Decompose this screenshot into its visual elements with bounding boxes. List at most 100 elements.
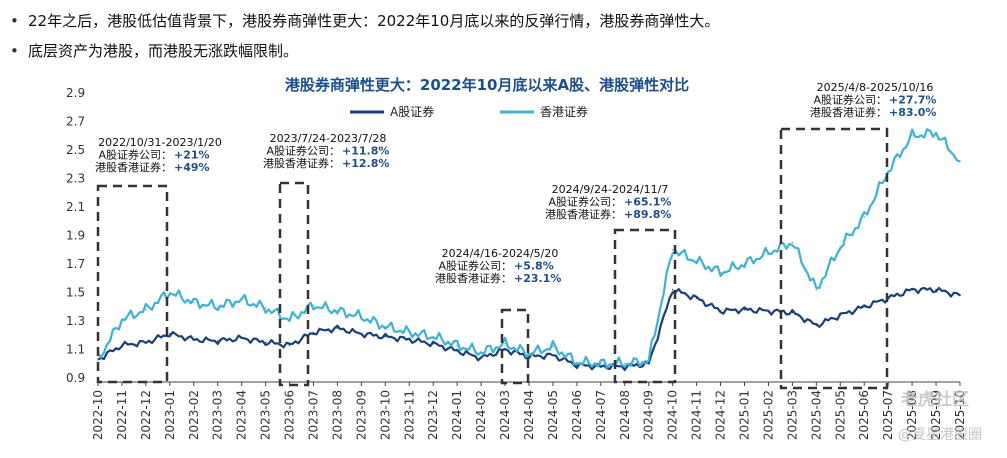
annotation-a-label: A股证券公司： xyxy=(813,93,887,107)
series-point xyxy=(695,260,698,262)
annotation-a-value: +27.7% xyxy=(889,94,936,107)
annotation-period: 2025/4/8-2025/10/16 xyxy=(817,81,934,94)
series-point xyxy=(169,291,171,294)
series-point xyxy=(623,362,626,365)
series-point xyxy=(719,310,722,312)
x-tick-label: 2025-05 xyxy=(833,390,847,440)
bullet-text: 22年之后，港股低估值背景下，港股券商弹性更大：2022年10月底以来的反弹行情… xyxy=(28,12,720,30)
x-tick-label: 2024-04 xyxy=(522,390,536,440)
series-point xyxy=(647,360,650,362)
watermark: 老虎社区 @夏星港股圈 xyxy=(898,389,982,443)
series-point xyxy=(671,288,674,291)
series-point xyxy=(887,170,889,173)
x-tick-label: 2023-09 xyxy=(354,390,368,440)
highlight-boxes xyxy=(96,127,889,390)
annotation-hk-value: +23.1% xyxy=(514,272,561,285)
series-point xyxy=(121,318,123,321)
series-point xyxy=(935,288,937,291)
series-point xyxy=(839,314,842,317)
series-point xyxy=(384,325,387,328)
series-point xyxy=(647,362,650,365)
y-tick-label: 2.5 xyxy=(66,143,85,157)
series-point xyxy=(288,344,291,347)
y-tick-label: 1.9 xyxy=(66,229,85,243)
x-tick-label: 2025-10 xyxy=(953,390,967,440)
annotation-hk-label: 港股香港证券： xyxy=(545,207,622,221)
annotation-hk-label: 港股香港证券： xyxy=(435,271,512,285)
x-tick-label: 2022-11 xyxy=(115,390,129,440)
series-point xyxy=(432,335,435,338)
watermark-text-bottom: @夏星港股圈 xyxy=(898,427,982,443)
x-tick-label: 2024-03 xyxy=(498,390,512,440)
series-point xyxy=(552,354,554,357)
series-point xyxy=(552,345,554,348)
annotation-a-label: A股证券公司： xyxy=(548,195,622,209)
bullet-text: 底层资产为港股，而港股无涨跌幅限制。 xyxy=(28,42,299,60)
series-point xyxy=(719,271,722,274)
legend-label: 香港证券 xyxy=(540,104,588,119)
series-point xyxy=(192,338,195,341)
highlight-box xyxy=(613,228,677,384)
annotation-period: 2024/9/24-2024/11/7 xyxy=(552,183,669,196)
annotation-a-label: A股证券公司： xyxy=(266,144,340,158)
y-tick-label: 2.3 xyxy=(66,172,85,186)
annotation-hk-label: 港股香港证券： xyxy=(263,156,340,170)
series-point xyxy=(480,351,482,354)
series-point xyxy=(264,341,267,344)
series-point xyxy=(145,308,147,311)
series-point xyxy=(192,301,195,304)
annotation-a-value: +5.8% xyxy=(514,260,554,273)
series-point xyxy=(456,350,458,352)
x-tick-label: 2024-08 xyxy=(618,390,632,440)
series-point xyxy=(863,216,866,218)
series-point xyxy=(432,343,435,345)
x-tick-label: 2023-06 xyxy=(283,390,297,440)
x-tick-label: 2025-06 xyxy=(857,390,871,440)
series-point xyxy=(121,344,123,347)
x-tick-label: 2023-01 xyxy=(163,390,177,440)
series-point xyxy=(791,241,794,244)
series-point xyxy=(240,298,243,301)
annotation-a-value: +65.1% xyxy=(624,196,671,209)
highlight-box xyxy=(500,308,530,385)
y-tick-label: 2.9 xyxy=(66,86,85,100)
series-point xyxy=(240,337,243,339)
x-tick-label: 2025-04 xyxy=(809,390,823,440)
annotation-a-value: +21% xyxy=(174,149,210,162)
series-point xyxy=(360,315,363,318)
series-point xyxy=(767,251,770,254)
series-point xyxy=(408,338,411,341)
annotation-hk-value: +49% xyxy=(174,161,210,174)
series-point xyxy=(695,297,698,300)
y-tick-label: 1.5 xyxy=(66,286,85,300)
bullet-marker: • xyxy=(10,42,19,60)
x-tick-label: 2023-03 xyxy=(211,390,225,440)
bullet-list: • 22年之后，港股低估值背景下，港股券商弹性更大：2022年10月底以来的反弹行… xyxy=(10,6,719,66)
x-tick-label: 2023-08 xyxy=(330,390,344,440)
x-tick-label: 2022-10 xyxy=(91,390,105,440)
annotation-a-label: A股证券公司： xyxy=(98,148,172,162)
y-tick-label: 2.1 xyxy=(66,200,85,214)
series-point xyxy=(600,362,602,365)
series-point xyxy=(743,263,746,265)
series-point xyxy=(145,341,147,344)
series-point xyxy=(528,355,530,358)
series-point xyxy=(576,364,578,366)
series-point xyxy=(504,348,506,351)
x-tick-label: 2022-12 xyxy=(139,390,153,440)
x-tick-label: 2024-12 xyxy=(714,390,728,440)
x-tick-label: 2023-12 xyxy=(426,390,440,440)
x-tick-label: 2024-07 xyxy=(594,390,608,440)
series-point xyxy=(815,324,818,327)
y-tick-label: 1.1 xyxy=(66,343,85,357)
series-point xyxy=(97,358,99,361)
annotation-period: 2022/10/31-2023/1/20 xyxy=(98,136,222,149)
series-point xyxy=(671,248,674,251)
legend-label: A股证券 xyxy=(390,104,434,119)
bullet-marker: • xyxy=(10,12,19,30)
series-point xyxy=(216,340,219,342)
highlight-box xyxy=(779,127,889,390)
x-tick-label: 2025-09 xyxy=(929,390,943,440)
series-point xyxy=(767,310,770,312)
x-tick-label: 2024-01 xyxy=(450,390,464,440)
